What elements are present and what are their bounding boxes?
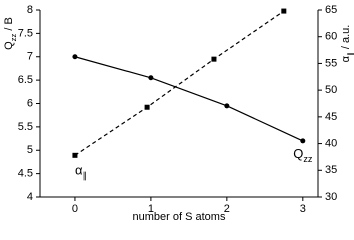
y2-tick-label: 45 (325, 111, 337, 123)
x-tick-label: 0 (72, 203, 78, 215)
y-axis-label-part: Q (3, 41, 15, 50)
series-line (74, 10, 285, 156)
x-tick-label: 3 (300, 203, 306, 215)
y2-tick-label: 55 (325, 57, 337, 69)
chart: 4 4.5 5 5.5 6 6.5 7 7.5 8 30 35 40 45 50 55 60 65 0 1 2 3 num… (3, 4, 354, 223)
y2-axis-label: α∥ / a.u. (340, 25, 354, 63)
y2-tick-label: 65 (325, 4, 337, 16)
series-label-part: ∥ (82, 171, 87, 181)
series-label-part: Q (293, 146, 303, 161)
y-axis-label: Qzz / B (3, 17, 18, 50)
x-tick-label: 2 (224, 203, 230, 215)
series-label: Qzz (293, 146, 313, 164)
y-axis-label-part: zz (9, 33, 18, 41)
y-axis-label-part: / B (3, 17, 15, 34)
y-tick-label: 4.5 (18, 168, 33, 180)
series-label: α∥ (75, 163, 87, 181)
series-label-part: zz (303, 154, 313, 164)
point (224, 103, 230, 109)
y-tick-label: 7 (27, 51, 33, 63)
x-tick-label: 1 (148, 203, 154, 215)
point (72, 54, 78, 60)
series-line (74, 56, 304, 142)
y2-axis-label-part: ∥ (346, 52, 354, 56)
point (144, 104, 150, 110)
point (300, 138, 306, 144)
y2-tick-label: 35 (325, 164, 337, 176)
y-tick-label: 6 (27, 97, 33, 109)
y-tick-label: 4 (27, 191, 33, 203)
y2-tick-label: 60 (325, 31, 337, 43)
y2-tick-label: 30 (325, 191, 337, 203)
series-label-part: α (75, 163, 83, 178)
point (211, 56, 217, 62)
y-tick-label: 8 (27, 4, 33, 16)
point (148, 75, 154, 81)
y-tick-label: 7.5 (18, 27, 33, 39)
y-tick-label: 5 (27, 144, 33, 156)
y2-tick-label: 50 (325, 84, 337, 96)
y2-axis-label-part: α (340, 55, 352, 62)
y-tick-label: 5.5 (18, 121, 33, 133)
y2-axis-label-part: / a.u. (340, 25, 352, 53)
point (281, 8, 287, 14)
y-tick-label: 6.5 (18, 74, 33, 86)
point (72, 152, 78, 158)
y2-tick-label: 40 (325, 137, 337, 149)
x-axis-label: number of S atoms (133, 211, 226, 223)
